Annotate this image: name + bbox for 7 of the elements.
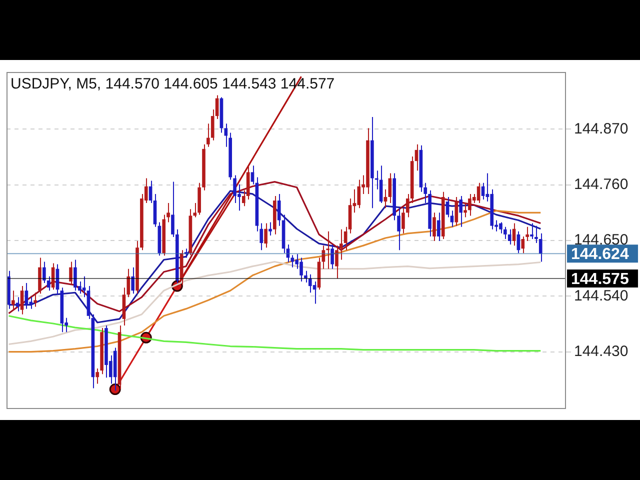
y-tick-label: 144.760 [574,176,628,193]
ref-line-label: 144.624 [571,246,629,264]
y-tick-label: 144.430 [574,342,628,360]
y-tick-label: 144.870 [574,120,628,138]
y-tick-label: 144.540 [574,287,628,304]
ref-line-label: 144.575 [571,270,629,288]
y-tick-label: 144.650 [574,232,628,249]
